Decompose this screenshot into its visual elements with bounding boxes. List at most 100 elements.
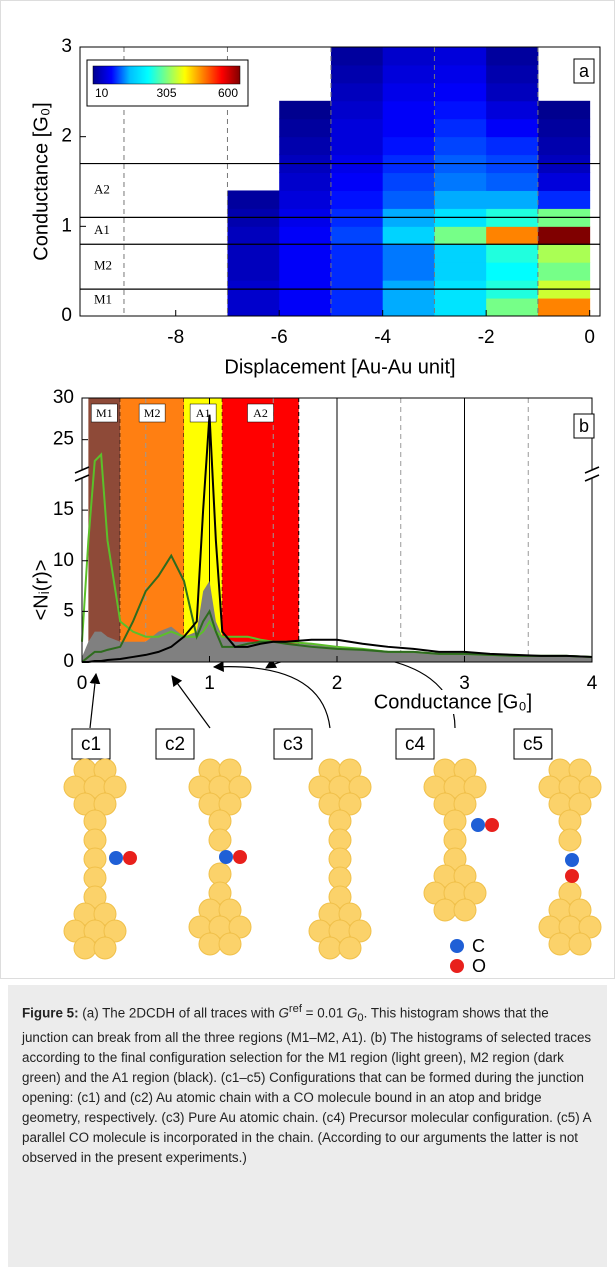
heatmap-cell: [279, 172, 332, 191]
heatmap-cell: [537, 190, 591, 209]
heatmap-cell: [330, 100, 384, 120]
heatmap-cell: [486, 136, 539, 156]
config-label: c2: [165, 734, 185, 755]
heatmap-cell: [486, 262, 539, 281]
heatmap-cell: [537, 226, 591, 245]
heatmap-cell: [434, 298, 487, 317]
heatmap-cell: [279, 262, 332, 281]
au-atom: [218, 758, 242, 782]
legend-marker: [450, 959, 464, 973]
au-atom: [93, 936, 117, 960]
au-atom: [578, 775, 602, 799]
atom-c: [471, 818, 485, 832]
colorbar-tick-label: 305: [156, 86, 176, 100]
heatmap-cell: [434, 244, 487, 263]
au-atom: [338, 902, 362, 926]
heatmap-cell: [537, 118, 591, 138]
heatmap-cell: [486, 118, 539, 138]
heatmap-cell: [279, 100, 332, 120]
x-tick-label: 1: [204, 673, 215, 694]
heatmap-cell: [434, 64, 487, 84]
region-label: A1: [94, 222, 110, 237]
x-axis-label-bg: [372, 690, 534, 714]
heatmap-cell: [382, 172, 435, 191]
y-tick-label: 30: [53, 387, 74, 408]
atom-o: [233, 850, 247, 864]
region-label: M1: [94, 291, 112, 306]
heatmap-cell: [330, 244, 384, 263]
x-tick-label: -6: [271, 327, 288, 348]
heatmap-cell: [279, 136, 332, 156]
au-atom: [103, 919, 127, 943]
heatmap-cell: [537, 100, 591, 120]
config-label-box: [513, 728, 553, 760]
heatmap-cell: [434, 190, 487, 209]
heatmap-cell: [486, 244, 539, 263]
au-atom: [548, 932, 572, 956]
region-label: A2: [94, 181, 110, 196]
au-atom: [568, 932, 592, 956]
axis-break-gap: [76, 470, 88, 478]
heatmap-cell: [382, 47, 435, 66]
heatmap-cell: [227, 226, 280, 245]
y-tick-label: 3: [61, 36, 72, 57]
heatmap-cell: [382, 298, 435, 317]
heatmap-cell: [486, 190, 539, 209]
x-tick-label: 0: [584, 327, 595, 348]
y-tick-label: 2: [61, 126, 72, 147]
au-atom: [338, 936, 362, 960]
heatmap-cell: [330, 82, 384, 102]
heatmap-cell: [279, 298, 332, 317]
au-atom: [73, 936, 97, 960]
heatmap-cell: [537, 262, 591, 281]
au-atom: [198, 932, 222, 956]
au-atom: [348, 775, 372, 799]
region-label: A2: [253, 406, 268, 420]
heatmap-cell: [537, 298, 591, 317]
caption-text: G: [347, 1005, 358, 1021]
atom-c: [109, 851, 123, 865]
heatmap-cell: [279, 244, 332, 263]
heatmap-cell: [382, 190, 435, 209]
atom-o: [485, 818, 499, 832]
y-tick-label: 0: [61, 305, 72, 326]
arrow: [212, 661, 331, 729]
heatmap-cell: [330, 298, 384, 317]
heatmap-cell: [227, 262, 280, 281]
au-atom: [348, 919, 372, 943]
au-atom: [453, 898, 477, 922]
heatmap-cell: [434, 118, 487, 138]
x-tick-label: 0: [77, 673, 88, 694]
heatmap-cell: [486, 226, 539, 245]
x-tick-label: -8: [167, 327, 184, 348]
heatmap-cell: [330, 172, 384, 191]
axis-break-mark: [74, 466, 90, 474]
au-atom: [228, 915, 252, 939]
config-label: c4: [405, 734, 426, 755]
axis-break-mark: [584, 474, 600, 482]
au-atom: [338, 792, 362, 816]
legend-marker: [450, 939, 464, 953]
arrow: [89, 672, 101, 729]
caption: Figure 5: (a) The 2DCDH of all traces wi…: [8, 985, 607, 1267]
line: [82, 414, 593, 663]
au-atom: [453, 758, 477, 782]
au-atom: [218, 792, 242, 816]
heatmap-cell: [434, 172, 487, 191]
y-tick-label: 25: [53, 429, 74, 450]
colorbar: [92, 65, 241, 85]
plot-frame: [79, 46, 601, 317]
heatmap-cell: [434, 136, 487, 156]
caption-text: 0: [357, 1012, 364, 1025]
panel-label-box: [573, 413, 595, 439]
region-label: M2: [144, 406, 161, 420]
au-atom: [463, 881, 487, 905]
region-label-box: [247, 403, 274, 423]
caption-text: (a) The 2DCDH of all traces with: [82, 1005, 279, 1021]
y-tick-label: 5: [63, 600, 74, 621]
region-label: M2: [94, 258, 112, 273]
y-tick-label: 1: [61, 215, 72, 236]
atom-o: [123, 851, 137, 865]
au-atom: [453, 864, 477, 888]
